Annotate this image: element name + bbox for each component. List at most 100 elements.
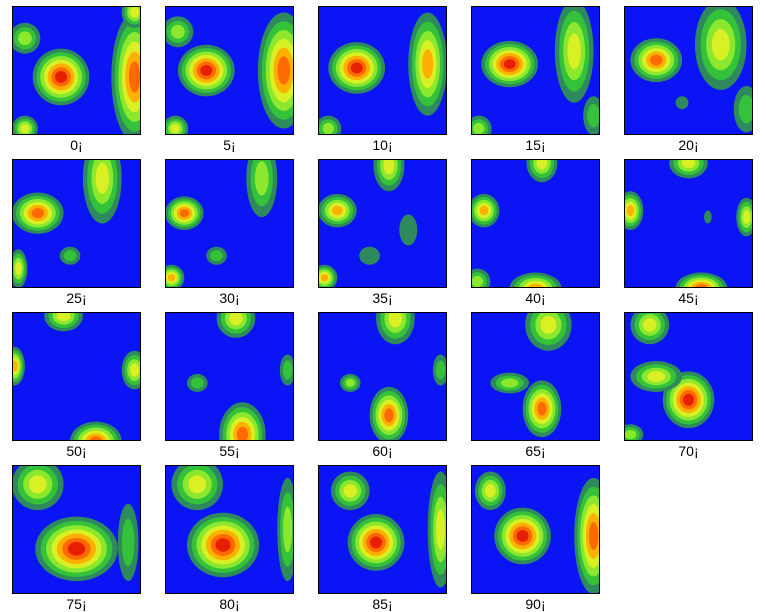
panel: 55¡ [165, 312, 294, 459]
panel: 40¡ [471, 159, 600, 306]
panel: 75¡ [12, 465, 141, 612]
contour-blob [350, 62, 363, 74]
contour-blob [588, 521, 599, 551]
contour-blob [188, 475, 207, 494]
contour-blob [345, 378, 355, 387]
contour-blob [12, 360, 18, 372]
contour-blob [18, 31, 32, 46]
contour-blob [384, 408, 394, 423]
contour-plot [471, 6, 600, 135]
panel-label: 15¡ [525, 137, 545, 153]
contour-blob [647, 371, 666, 382]
contour-blob [254, 161, 269, 196]
contour-blob [587, 103, 600, 128]
contour-blob [31, 208, 45, 219]
panel: 85¡ [318, 465, 447, 612]
contour-blob [343, 484, 357, 498]
contour-blob [503, 59, 516, 69]
contour-blob [473, 122, 485, 135]
contour-blob [388, 312, 403, 328]
contour-blob [536, 159, 548, 170]
contour-blob [56, 312, 71, 322]
panel-label: 35¡ [372, 290, 392, 306]
contour-blob [179, 209, 190, 218]
panel: 30¡ [165, 159, 294, 306]
contour-blob [95, 162, 110, 195]
panel: 80¡ [165, 465, 294, 612]
panel: 35¡ [318, 159, 447, 306]
contour-blob [435, 360, 446, 380]
contour-blob [675, 96, 689, 110]
contour-blob [67, 542, 86, 556]
contour-blob [711, 28, 730, 61]
panel-border [165, 312, 294, 441]
contour-blob [479, 205, 489, 216]
panel-label: 80¡ [219, 596, 239, 612]
panel-border [471, 312, 600, 441]
contour-blob [63, 250, 77, 262]
contour-plot [471, 159, 600, 288]
contour-blob [567, 33, 581, 70]
contour-blob [55, 70, 67, 83]
contour-blob [624, 429, 637, 440]
contour-plot [165, 312, 294, 441]
contour-blob [229, 312, 243, 326]
panel-border [165, 6, 294, 135]
contour-plot [318, 6, 447, 135]
panel: 15¡ [471, 6, 600, 153]
panel: 90¡ [471, 465, 600, 612]
contour-blob [331, 205, 343, 216]
panel: 25¡ [12, 159, 141, 306]
panel-border [165, 159, 294, 288]
contour-plot [165, 465, 294, 594]
contour-blob [167, 273, 176, 282]
panel-border [12, 6, 141, 135]
panel-label: 25¡ [66, 290, 86, 306]
contour-plot [318, 159, 447, 288]
panel-label: 30¡ [219, 290, 239, 306]
panel: 50¡ [12, 312, 141, 459]
panel-border [12, 159, 141, 288]
panel-border [471, 159, 600, 288]
panel: 20¡ [624, 6, 753, 153]
panel-label: 40¡ [525, 290, 545, 306]
contour-plot [165, 159, 294, 288]
contour-blob [501, 378, 519, 388]
contour-blob [383, 159, 395, 175]
panel: 0¡ [12, 6, 141, 153]
contour-blob [15, 261, 22, 276]
panel-border [318, 6, 447, 135]
contour-blob [322, 122, 335, 135]
contour-blob [320, 273, 329, 282]
panel-label: 55¡ [219, 443, 239, 459]
panel-label: 60¡ [372, 443, 392, 459]
panel: 60¡ [318, 312, 447, 459]
contour-blob [436, 509, 446, 550]
contour-blob [681, 159, 696, 169]
contour-plot [624, 312, 753, 441]
contour-blob [649, 54, 663, 66]
panel-border [624, 159, 753, 288]
panel: 5¡ [165, 6, 294, 153]
background [12, 312, 141, 441]
contour-blob [89, 436, 103, 441]
contour-blob [236, 426, 249, 441]
panel-label: 90¡ [525, 596, 545, 612]
panel-label: 45¡ [678, 290, 698, 306]
contour-blob [742, 210, 751, 224]
panel-label: 10¡ [372, 137, 392, 153]
panel-border [624, 312, 753, 441]
contour-plot [165, 6, 294, 135]
contour-blob [626, 205, 635, 217]
contour-blob [422, 49, 434, 79]
contour-blob [128, 61, 141, 93]
contour-plot [12, 465, 141, 594]
panel-label: 20¡ [678, 137, 698, 153]
contour-plot [318, 312, 447, 441]
contour-plot [624, 6, 753, 135]
contour-blob [370, 536, 383, 549]
contour-plot [12, 312, 141, 441]
contour-plot [471, 312, 600, 441]
panel-border [318, 312, 447, 441]
